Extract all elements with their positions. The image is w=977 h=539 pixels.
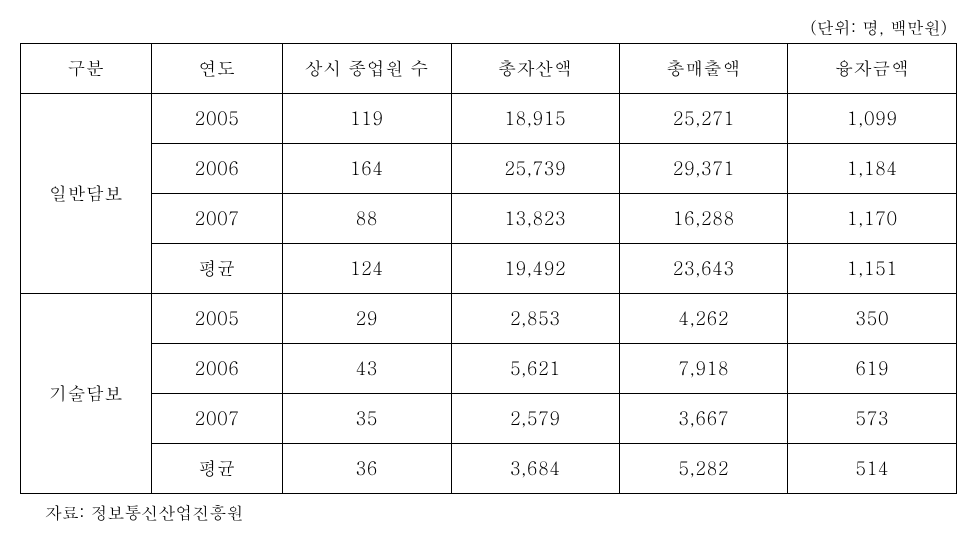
finance-cell: 1,170	[788, 194, 957, 244]
employees-cell: 43	[283, 344, 451, 394]
assets-cell: 2,579	[451, 394, 619, 444]
category-cell: 일반담보	[21, 94, 152, 294]
year-cell: 2005	[152, 294, 283, 344]
table-row: 2006 164 25,739 29,371 1,184	[21, 144, 957, 194]
year-cell: 2006	[152, 344, 283, 394]
table-body: 일반담보 2005 119 18,915 25,271 1,099 2006 1…	[21, 94, 957, 494]
employees-cell: 119	[283, 94, 451, 144]
header-employees: 상시 종업원 수	[283, 44, 451, 94]
source-label: 자료: 정보통신산업진흥원	[20, 500, 957, 524]
table-row: 평균 124 19,492 23,643 1,151	[21, 244, 957, 294]
year-cell: 평균	[152, 444, 283, 494]
employees-cell: 88	[283, 194, 451, 244]
assets-cell: 3,684	[451, 444, 619, 494]
assets-cell: 18,915	[451, 94, 619, 144]
table-row: 2007 35 2,579 3,667 573	[21, 394, 957, 444]
data-table: 구분 연도 상시 종업원 수 총자산액 총매출액 융자금액 일반담보 2005 …	[20, 43, 957, 494]
employees-cell: 36	[283, 444, 451, 494]
table-row: 2006 43 5,621 7,918 619	[21, 344, 957, 394]
table-row: 기술담보 2005 29 2,853 4,262 350	[21, 294, 957, 344]
finance-cell: 1,099	[788, 94, 957, 144]
header-category: 구분	[21, 44, 152, 94]
year-cell: 평균	[152, 244, 283, 294]
table-row: 일반담보 2005 119 18,915 25,271 1,099	[21, 94, 957, 144]
revenue-cell: 4,262	[620, 294, 788, 344]
finance-cell: 514	[788, 444, 957, 494]
assets-cell: 13,823	[451, 194, 619, 244]
finance-cell: 1,151	[788, 244, 957, 294]
year-cell: 2005	[152, 94, 283, 144]
assets-cell: 19,492	[451, 244, 619, 294]
header-revenue: 총매출액	[620, 44, 788, 94]
employees-cell: 35	[283, 394, 451, 444]
revenue-cell: 5,282	[620, 444, 788, 494]
revenue-cell: 16,288	[620, 194, 788, 244]
assets-cell: 5,621	[451, 344, 619, 394]
table-row: 평균 36 3,684 5,282 514	[21, 444, 957, 494]
table-header-row: 구분 연도 상시 종업원 수 총자산액 총매출액 융자금액	[21, 44, 957, 94]
revenue-cell: 25,271	[620, 94, 788, 144]
header-finance: 융자금액	[788, 44, 957, 94]
finance-cell: 1,184	[788, 144, 957, 194]
revenue-cell: 23,643	[620, 244, 788, 294]
header-assets: 총자산액	[451, 44, 619, 94]
unit-label: (단위: 명, 백만원)	[20, 15, 957, 39]
employees-cell: 164	[283, 144, 451, 194]
category-cell: 기술담보	[21, 294, 152, 494]
finance-cell: 573	[788, 394, 957, 444]
employees-cell: 124	[283, 244, 451, 294]
year-cell: 2007	[152, 394, 283, 444]
assets-cell: 25,739	[451, 144, 619, 194]
header-year: 연도	[152, 44, 283, 94]
finance-cell: 350	[788, 294, 957, 344]
table-row: 2007 88 13,823 16,288 1,170	[21, 194, 957, 244]
year-cell: 2006	[152, 144, 283, 194]
employees-cell: 29	[283, 294, 451, 344]
year-cell: 2007	[152, 194, 283, 244]
finance-cell: 619	[788, 344, 957, 394]
assets-cell: 2,853	[451, 294, 619, 344]
revenue-cell: 3,667	[620, 394, 788, 444]
revenue-cell: 29,371	[620, 144, 788, 194]
revenue-cell: 7,918	[620, 344, 788, 394]
